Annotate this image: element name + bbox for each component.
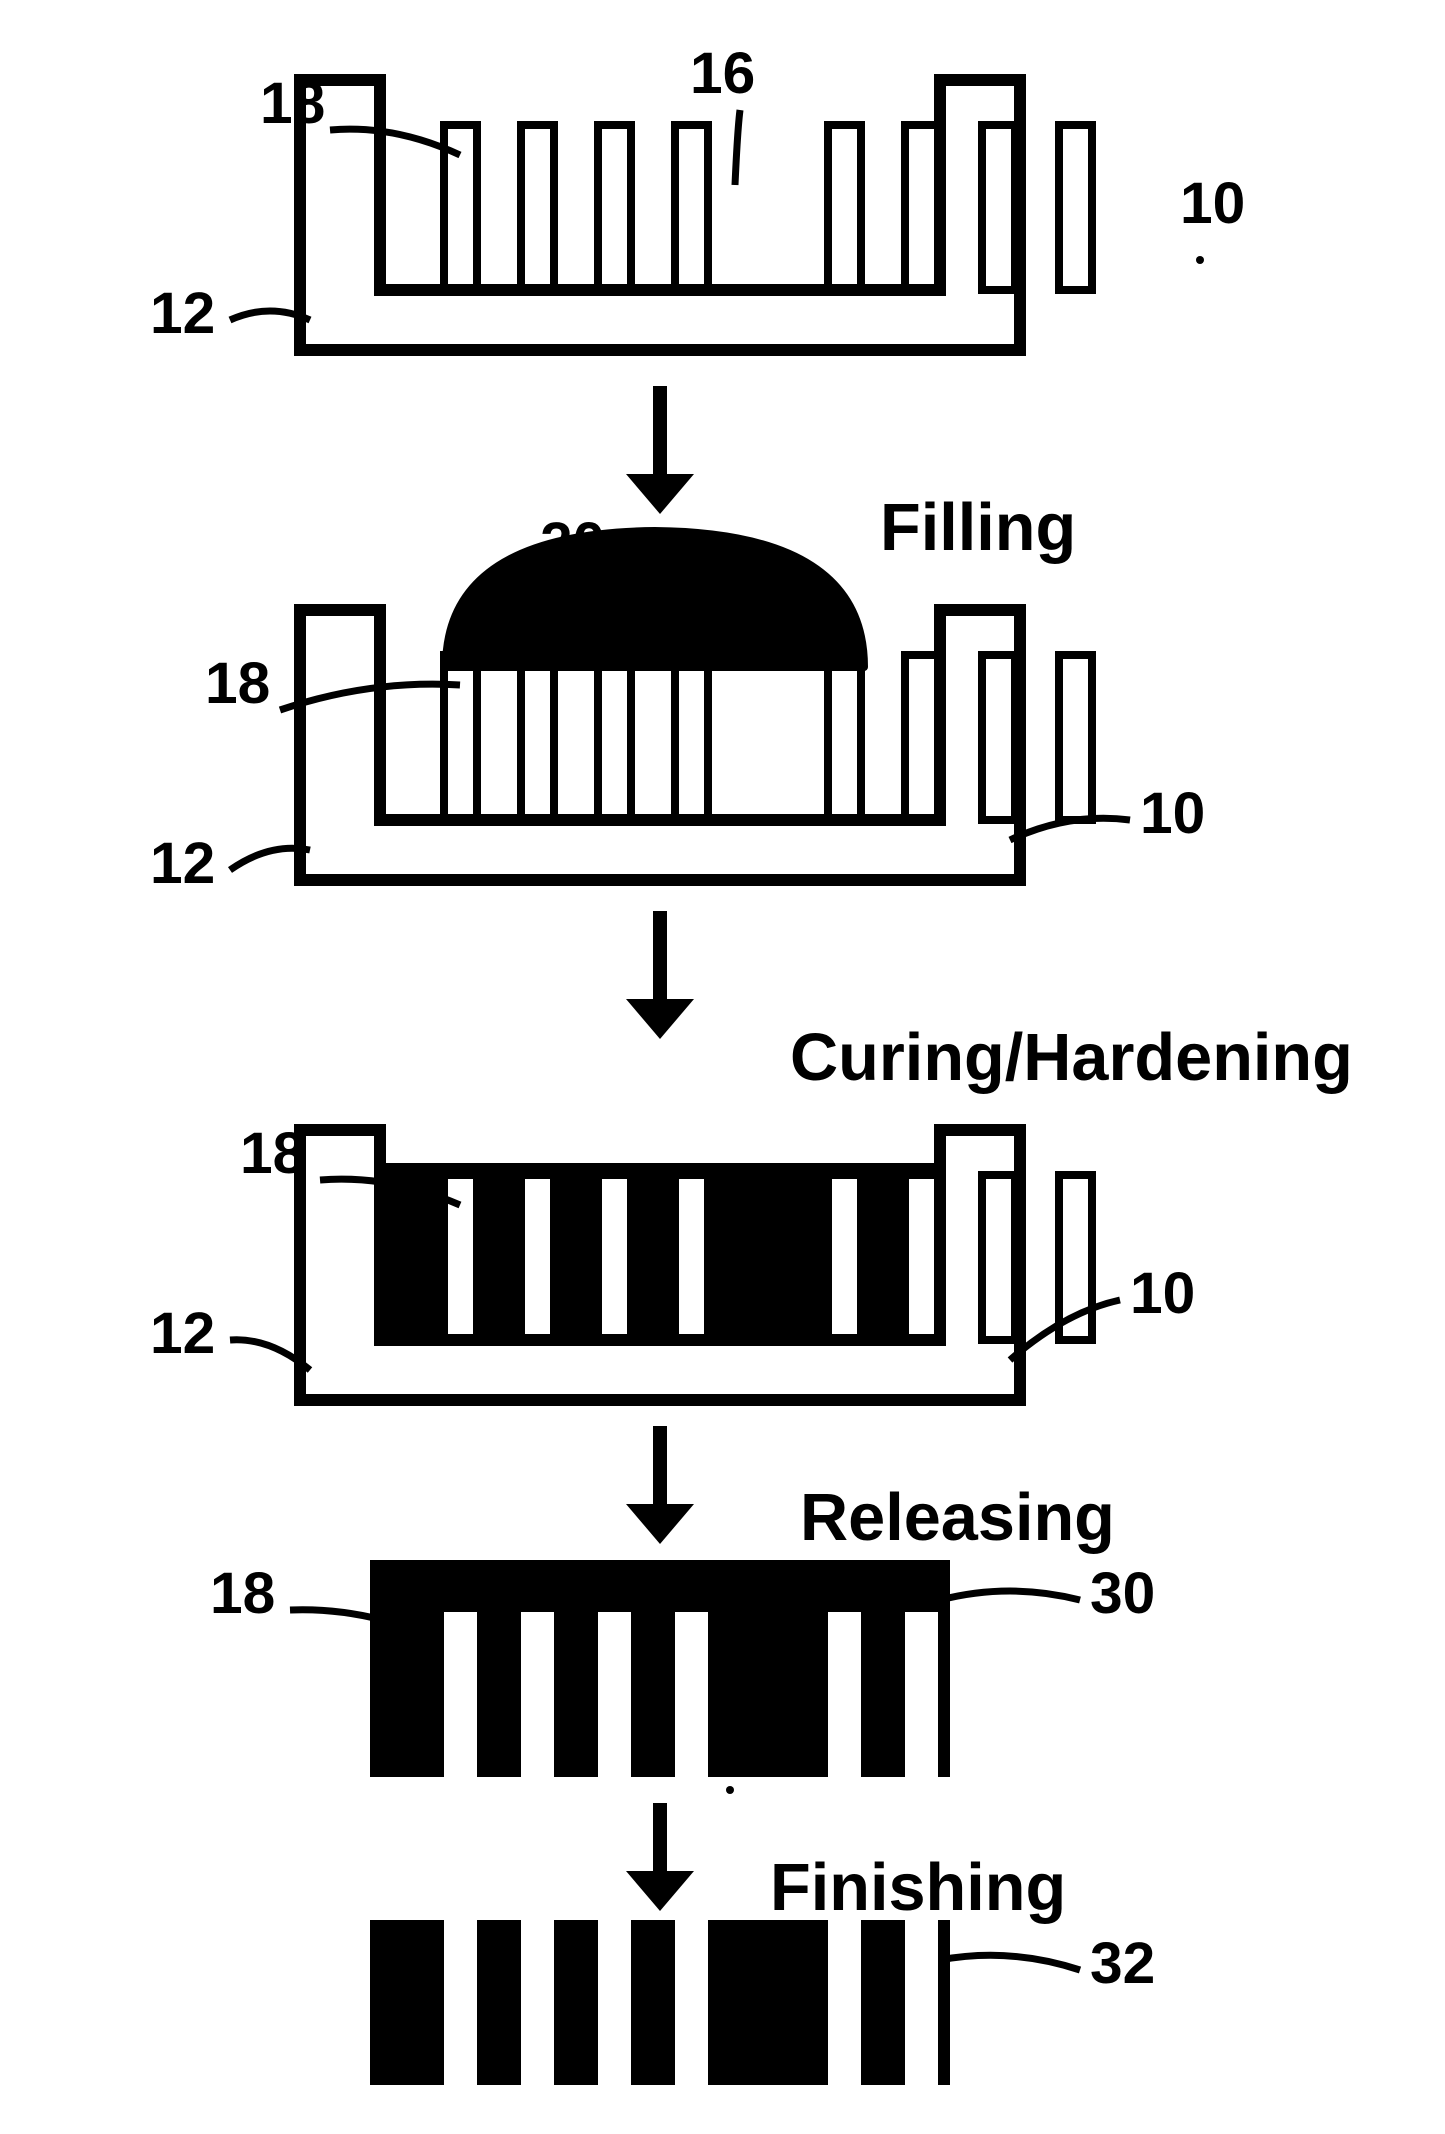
- leader-line: [970, 780, 1170, 880]
- step-finishing: Finishing: [770, 1850, 1066, 1926]
- leader-line: [550, 505, 640, 610]
- leader-line: [900, 1920, 1120, 2010]
- step-filling: Filling: [880, 490, 1076, 566]
- leader-line: [190, 810, 350, 910]
- ref-10-s1: 10: [1180, 170, 1245, 237]
- arrow-down-icon: [600, 380, 720, 520]
- leader-line: [970, 1260, 1160, 1400]
- artifact-dot: [1195, 255, 1205, 265]
- finished-part: [370, 1920, 950, 2089]
- step-releasing: Releasing: [800, 1480, 1115, 1556]
- arrow-down-icon: [600, 1420, 720, 1550]
- arrow-down-icon: [600, 905, 720, 1045]
- artifact-dot: [725, 1785, 735, 1795]
- leader-line: [280, 1140, 500, 1245]
- leader-line: [240, 645, 500, 750]
- step-curing: Curing/Hardening: [790, 1020, 1353, 1096]
- resin-blob: [440, 523, 870, 673]
- leader-line: [695, 70, 780, 225]
- leader-line: [190, 1300, 350, 1410]
- leader-line: [900, 1560, 1120, 1640]
- leader-line: [290, 90, 500, 195]
- leader-line: [190, 280, 350, 360]
- arrow-down-icon: [600, 1797, 720, 1917]
- leader-line: [250, 1570, 480, 1680]
